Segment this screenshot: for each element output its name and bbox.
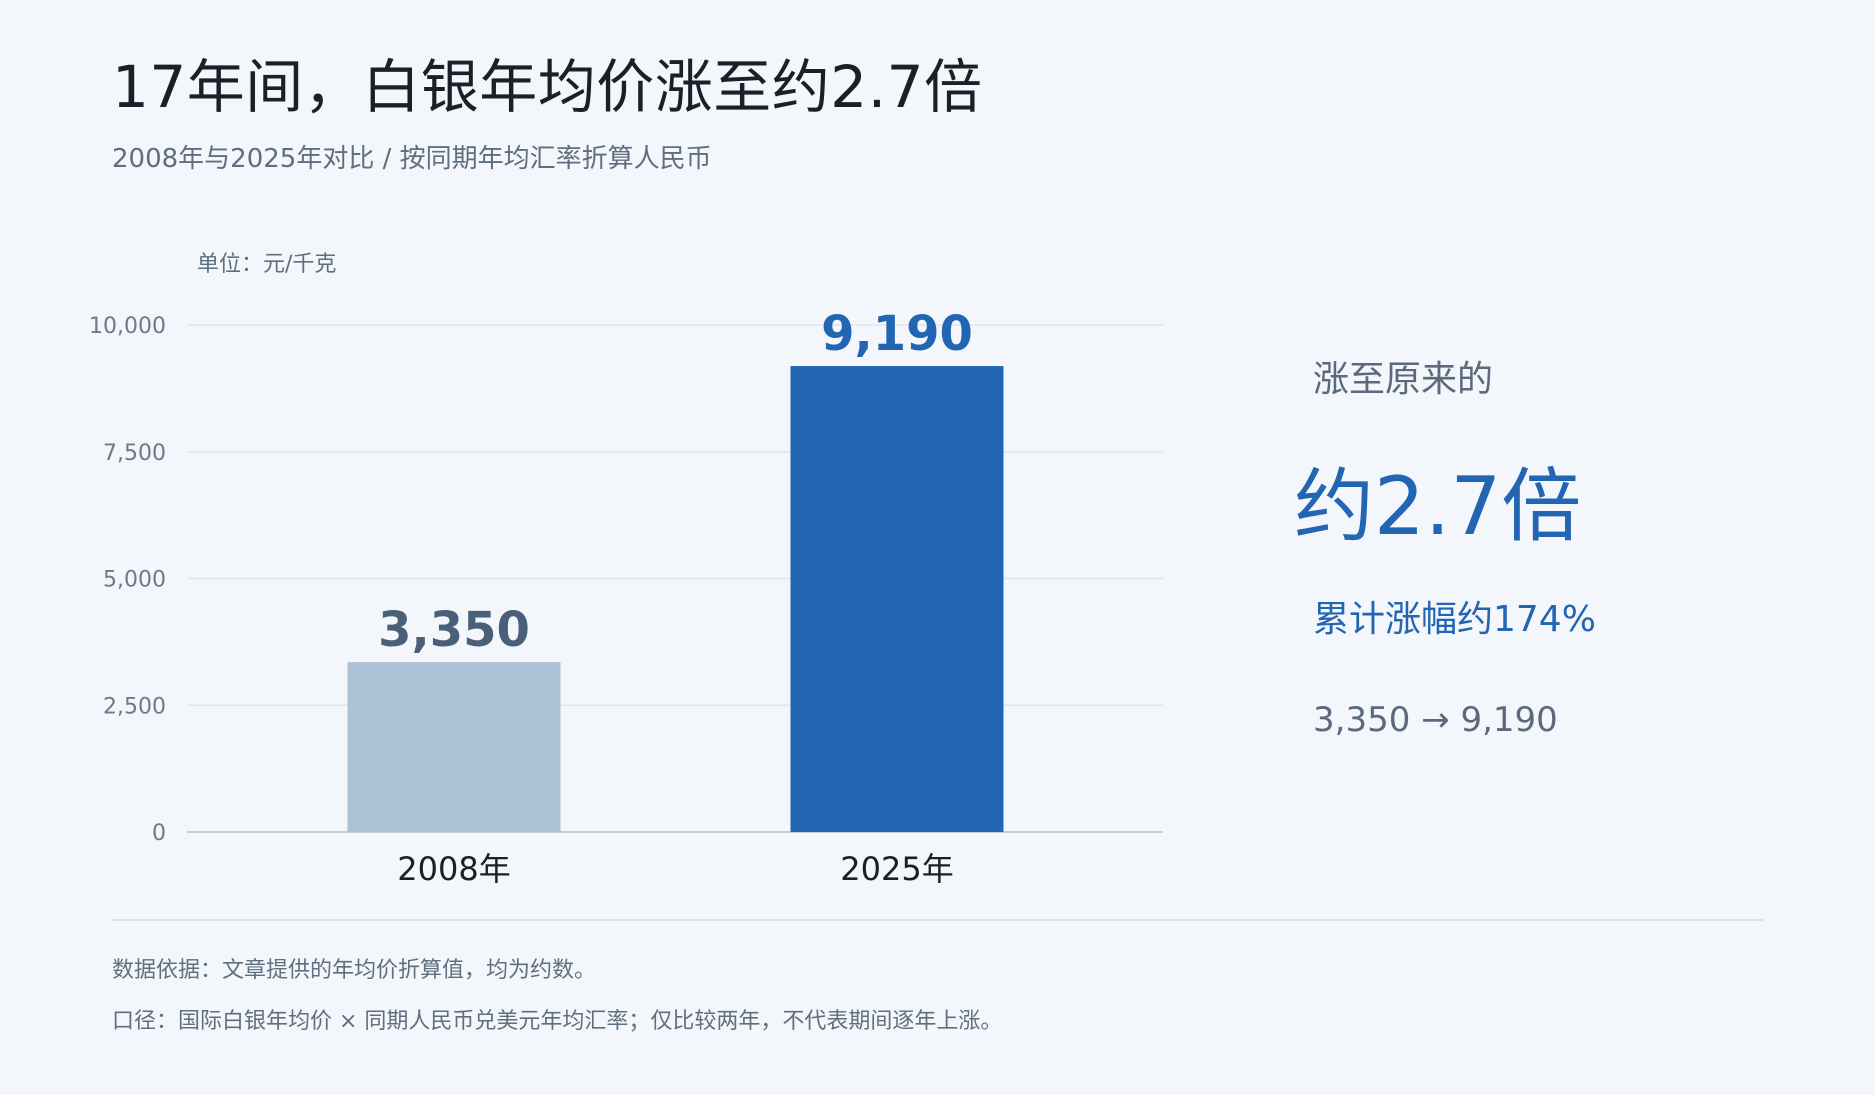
y-tick-label: 0 — [152, 821, 166, 846]
bar-chart: 0 2,500 5,000 7,500 10,000 3,350 2008年 9,190 202… — [89, 306, 1163, 888]
y-tick-label: 7,500 — [103, 441, 166, 466]
bar-2 — [790, 366, 1004, 832]
y-tick-label: 10,000 — [89, 314, 166, 339]
bars — [347, 366, 1004, 832]
summary-rise: 累计涨幅约174% — [1313, 599, 1596, 640]
summary-range: 3,350 → 9,190 — [1313, 700, 1558, 740]
footnote-method: 口径：国际白银年均价 × 同期人民币兑美元年均汇率；仅比较两年，不代表期间逐年上… — [112, 1009, 1003, 1034]
y-tick-label: 5,000 — [103, 568, 166, 593]
chart-subtitle: 2008年与2025年对比 / 按同期年均汇率折算人民币 — [112, 144, 712, 174]
x-category-label: 2008年 — [397, 850, 510, 888]
x-category-label: 2025年 — [840, 850, 953, 888]
summary-lead: 涨至原来的 — [1313, 359, 1494, 400]
unit-label: 单位：元/千克 — [197, 252, 337, 277]
bar-1 — [347, 662, 561, 832]
footnote-source: 数据依据：文章提供的年均价折算值，均为约数。 — [112, 958, 597, 983]
bar-value-label: 9,190 — [821, 306, 973, 362]
chart-title: 17年间，白银年均价涨至约2.7倍 — [112, 53, 983, 121]
labels: 0 2,500 5,000 7,500 10,000 3,350 2008年 9,190 202… — [89, 306, 973, 888]
y-tick-label: 2,500 — [103, 694, 166, 719]
footer-divider — [112, 919, 1764, 921]
summary-multiple: 约2.7倍 — [1294, 460, 1582, 553]
bar-value-label: 3,350 — [378, 602, 530, 658]
grid-lines — [187, 324, 1163, 833]
